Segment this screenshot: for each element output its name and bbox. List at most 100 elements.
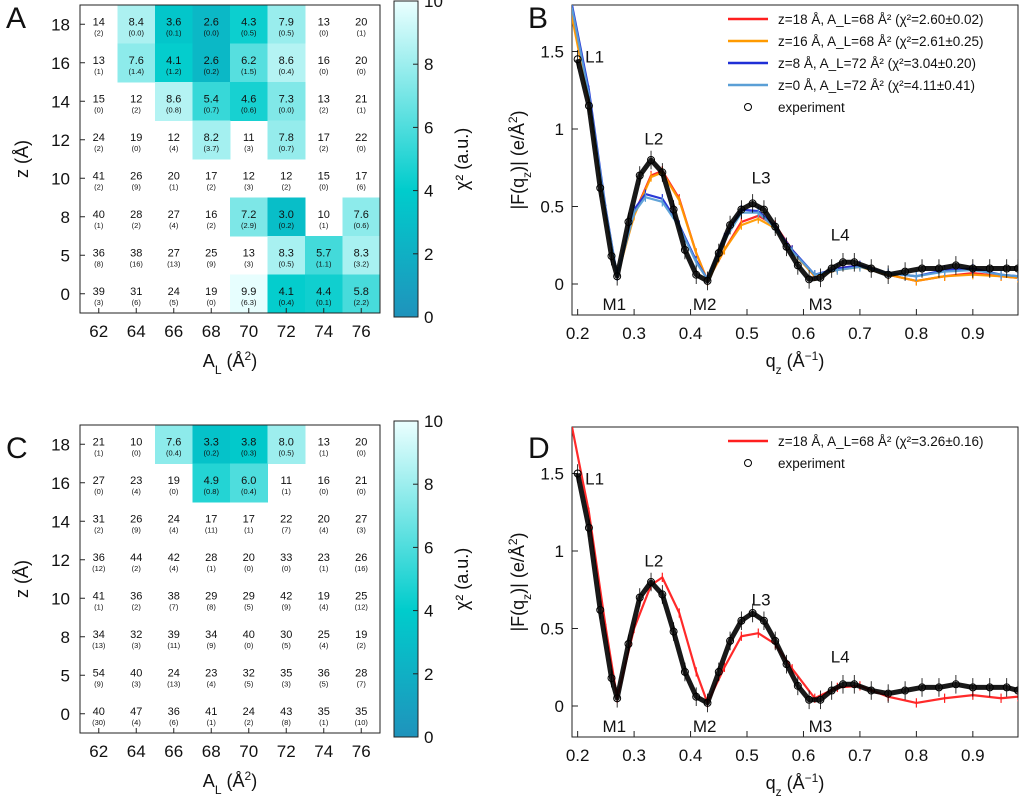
cell-error: (2) (94, 525, 104, 534)
cell-error: (13) (167, 259, 181, 268)
cell-error: (2) (132, 221, 142, 230)
cell-error: (3) (94, 298, 104, 307)
cell-error: (12) (355, 602, 369, 611)
y-axis-label: |F(qz)| (e/Å2) (506, 532, 534, 631)
cell-value: 4.6 (241, 93, 256, 105)
x-tick-label: 76 (352, 742, 371, 761)
cell-error: (2) (357, 641, 367, 650)
cell-error: (0.6) (241, 105, 257, 114)
cell-value: 28 (130, 209, 142, 221)
x-tick-label: 0.2 (566, 324, 590, 343)
cell-value: 9.9 (241, 286, 256, 298)
cell-error: (4) (169, 525, 179, 534)
legend-marker (744, 103, 752, 111)
x-tick-label: 68 (202, 322, 221, 341)
cell-error: (2) (94, 182, 104, 191)
y-tick-label: 14 (51, 512, 70, 531)
cell-value: 24 (168, 513, 180, 525)
cell-value: 36 (93, 247, 105, 259)
cell-error: (2) (319, 144, 329, 153)
cell-value: 29 (205, 590, 217, 602)
cell-error: (8) (282, 718, 292, 727)
cell-value: 11 (281, 475, 292, 487)
panel-letter-a: A (6, 2, 26, 35)
cell-value: 10 (318, 209, 330, 221)
annotation-l2: L2 (644, 130, 663, 149)
cell-error: (9) (207, 259, 217, 268)
cell-value: 27 (93, 475, 105, 487)
cell-value: 5.8 (354, 286, 369, 298)
cell-error: (0) (132, 448, 142, 457)
cell-value: 24 (93, 132, 105, 144)
cell-error: (0) (319, 487, 329, 496)
cell-value: 13 (318, 93, 330, 105)
cell-value: 19 (130, 132, 142, 144)
plot-frame (571, 426, 1019, 738)
cell-error: (1) (244, 525, 254, 534)
heatmap-panel-C: 21(1)10(0)7.6(0.4)3.3(0.2)3.8(0.3)8.0(0.… (12, 412, 472, 797)
cell-error: (0.5) (279, 28, 295, 37)
cell-error: (0.4) (241, 487, 257, 496)
cell-value: 17 (205, 170, 217, 182)
cell-value: 7.6 (166, 436, 181, 448)
x-tick-label: 74 (314, 742, 333, 761)
cell-value: 38 (168, 590, 180, 602)
cell-value: 24 (243, 706, 255, 718)
cell-value: 22 (280, 513, 292, 525)
heatmap-cell (230, 82, 268, 121)
cell-error: (16) (130, 259, 144, 268)
y-tick-label: 5 (61, 246, 70, 265)
cell-value: 12 (280, 170, 292, 182)
legend-entry: experiment (778, 100, 845, 115)
cell-error: (2) (132, 602, 142, 611)
x-axis-label: AL (Å2) (203, 769, 257, 797)
y-tick-label: 10 (51, 169, 70, 188)
cell-error: (0) (207, 298, 217, 307)
annotation-l4: L4 (831, 648, 850, 667)
cell-value: 7.8 (279, 132, 294, 144)
annotation-l1: L1 (585, 469, 604, 488)
cell-error: (0) (357, 448, 367, 457)
heatmap-cell (117, 5, 156, 44)
y-tick-label: 16 (51, 474, 70, 493)
cell-value: 4.9 (204, 475, 219, 487)
cell-value: 12 (243, 170, 255, 182)
cell-error: (4) (319, 525, 329, 534)
y-tick-label: 8 (61, 628, 70, 647)
cell-value: 23 (205, 667, 217, 679)
cell-value: 25 (318, 629, 330, 641)
cell-error: (0.4) (279, 67, 295, 76)
cell-value: 20 (355, 436, 367, 448)
cell-value: 20 (355, 55, 367, 67)
heatmap-cell (155, 5, 193, 44)
series-line (575, 58, 1018, 284)
cell-value: 7.9 (279, 16, 294, 28)
annotation-m1: M1 (603, 717, 627, 736)
heatmap-cell (117, 43, 156, 83)
cell-error: (1) (282, 487, 292, 496)
heatmap-cell (192, 43, 231, 83)
heatmap-cell (192, 120, 231, 160)
cell-value: 41 (93, 590, 105, 602)
x-tick-label: 0.4 (679, 324, 703, 343)
cell-value: 36 (93, 552, 105, 564)
cell-value: 3.3 (204, 436, 219, 448)
cell-value: 20 (318, 513, 330, 525)
cell-error: (0) (357, 67, 367, 76)
cell-error: (4) (169, 564, 179, 573)
cell-value: 22 (355, 132, 367, 144)
y-tick-label: 10 (51, 589, 70, 608)
cell-value: 8.6 (166, 93, 181, 105)
cell-value: 21 (355, 475, 367, 487)
cell-error: (5) (169, 298, 179, 307)
cell-error: (10) (355, 718, 369, 727)
heatmap-cell (267, 425, 306, 464)
cell-error: (7) (282, 525, 292, 534)
y-tick-label: 0 (61, 285, 70, 304)
line-panel-D: 0.2 0.3 0.4 0.5 0.6 0.7 0.8 0.9 0 0.5 1 1.5 qz (Å−1)… (506, 426, 1019, 799)
cell-error: (3.2) (354, 259, 370, 268)
heatmap-cell (192, 425, 231, 464)
cell-value: 4.1 (279, 286, 294, 298)
heatmap-cell (155, 82, 193, 121)
cell-error: (7) (357, 679, 367, 688)
